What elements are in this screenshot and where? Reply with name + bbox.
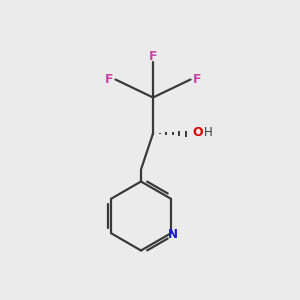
Text: O: O: [192, 126, 203, 140]
Text: H: H: [204, 126, 213, 140]
Text: F: F: [193, 73, 201, 86]
Text: F: F: [105, 73, 113, 86]
Text: N: N: [167, 228, 177, 241]
Text: F: F: [149, 50, 157, 63]
